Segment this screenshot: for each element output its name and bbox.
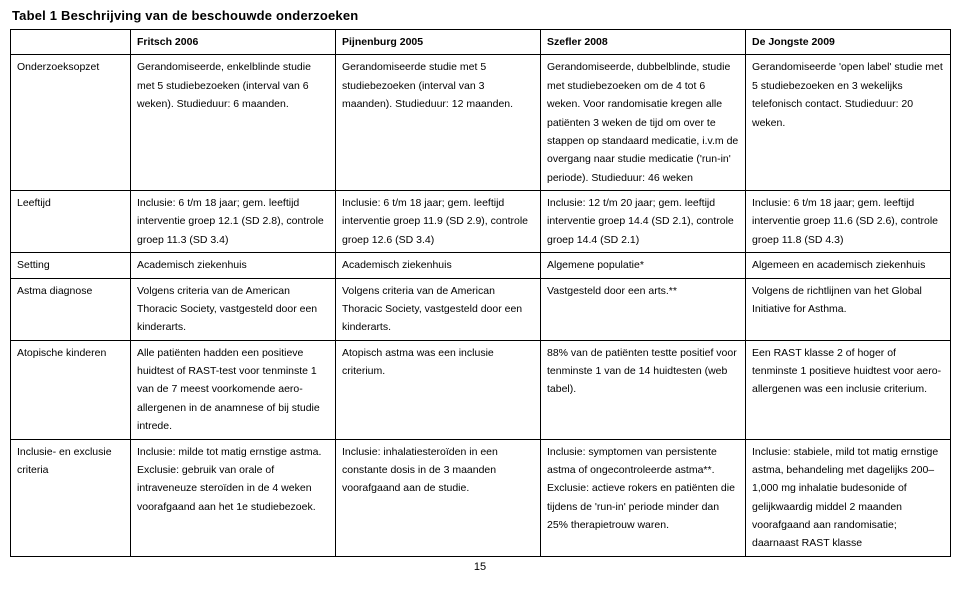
cell: Atopisch astma was een inclusie criteriu… [336, 340, 541, 439]
cell: Inclusie: inhalatiesteroïden in een cons… [336, 439, 541, 556]
row-label: Setting [11, 253, 131, 278]
row-label: Astma diagnose [11, 278, 131, 340]
cell: Volgens de richtlijnen van het Global In… [746, 278, 951, 340]
cell: Volgens criteria van de American Thoraci… [131, 278, 336, 340]
table-row: Atopische kinderen Alle patiënten hadden… [11, 340, 951, 439]
col-fritsch: Fritsch 2006 [131, 30, 336, 55]
page-number: 15 [10, 561, 950, 573]
cell: Een RAST klasse 2 of hoger of tenminste … [746, 340, 951, 439]
cell: Algemene populatie* [541, 253, 746, 278]
cell: Inclusie: stabiele, mild tot matig ernst… [746, 439, 951, 556]
col-dejongste: De Jongste 2009 [746, 30, 951, 55]
cell: Academisch ziekenhuis [131, 253, 336, 278]
table-title: Tabel 1 Beschrijving van de beschouwde o… [12, 8, 950, 23]
cell: Volgens criteria van de American Thoraci… [336, 278, 541, 340]
col-szefler: Szefler 2008 [541, 30, 746, 55]
cell: Gerandomiseerde, dubbelblinde, studie me… [541, 55, 746, 191]
cell: Academisch ziekenhuis [336, 253, 541, 278]
col-label [11, 30, 131, 55]
row-label: Atopische kinderen [11, 340, 131, 439]
table-header-row: Fritsch 2006 Pijnenburg 2005 Szefler 200… [11, 30, 951, 55]
cell: Inclusie: 6 t/m 18 jaar; gem. leeftijd i… [336, 191, 541, 253]
col-pijnenburg: Pijnenburg 2005 [336, 30, 541, 55]
cell: Gerandomiseerde, enkelblinde studie met … [131, 55, 336, 191]
cell: Gerandomiseerde studie met 5 studiebezoe… [336, 55, 541, 191]
cell: Alle patiënten hadden een positieve huid… [131, 340, 336, 439]
table-row: Inclusie- en exclusie criteria Inclusie:… [11, 439, 951, 556]
row-label: Inclusie- en exclusie criteria [11, 439, 131, 556]
cell: Gerandomiseerde 'open label' studie met … [746, 55, 951, 191]
cell: 88% van de patiënten testte positief voo… [541, 340, 746, 439]
table-row: Leeftijd Inclusie: 6 t/m 18 jaar; gem. l… [11, 191, 951, 253]
cell: Algemeen en academisch ziekenhuis [746, 253, 951, 278]
cell: Inclusie: 6 t/m 18 jaar; gem. leeftijd i… [746, 191, 951, 253]
cell: Inclusie: 6 t/m 18 jaar; gem. leeftijd i… [131, 191, 336, 253]
row-label: Onderzoeksopzet [11, 55, 131, 191]
study-description-table: Fritsch 2006 Pijnenburg 2005 Szefler 200… [10, 29, 951, 557]
table-row: Setting Academisch ziekenhuis Academisch… [11, 253, 951, 278]
row-label: Leeftijd [11, 191, 131, 253]
cell: Inclusie: symptomen van persistente astm… [541, 439, 746, 556]
table-row: Astma diagnose Volgens criteria van de A… [11, 278, 951, 340]
cell: Inclusie: milde tot matig ernstige astma… [131, 439, 336, 556]
cell: Vastgesteld door een arts.** [541, 278, 746, 340]
table-row: Onderzoeksopzet Gerandomiseerde, enkelbl… [11, 55, 951, 191]
cell: Inclusie: 12 t/m 20 jaar; gem. leeftijd … [541, 191, 746, 253]
